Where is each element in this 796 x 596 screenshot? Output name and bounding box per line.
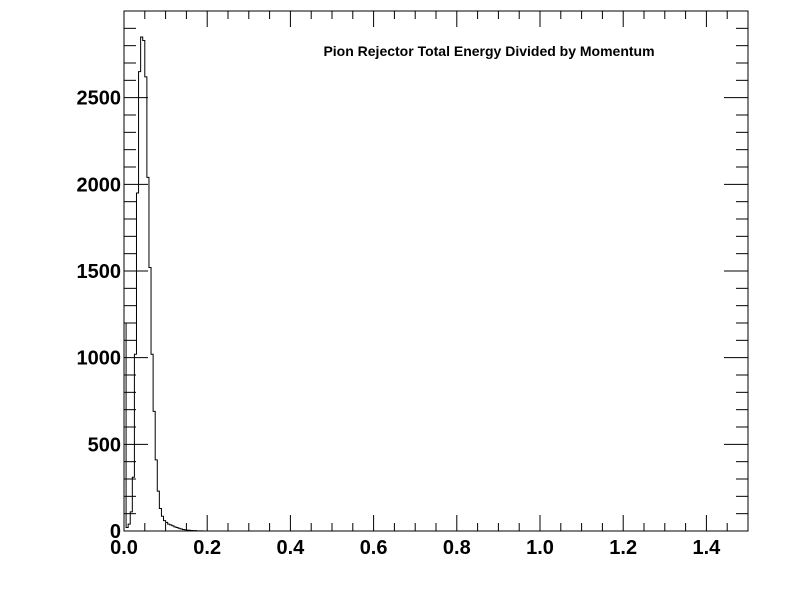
y-tick-label: 1000 [77, 348, 122, 370]
y-tick-label: 2000 [77, 174, 122, 196]
y-tick-label: 0 [110, 521, 121, 543]
x-axis-ticks [144, 11, 749, 531]
histogram-line [123, 36, 208, 532]
x-axis-labels: 0.0 0.2 0.4 0.6 0.8 1.0 1.2 1.4 [110, 537, 721, 559]
y-tick-label: 2500 [77, 88, 122, 110]
x-tick-label: 1.4 [692, 537, 721, 559]
y-tick-label: 500 [88, 434, 121, 456]
chart-title: Pion Rejector Total Energy Divided by Mo… [323, 43, 654, 59]
x-tick-label: 1.2 [609, 537, 637, 559]
x-tick-label: 1.0 [526, 537, 554, 559]
x-tick-label: 0.6 [360, 537, 388, 559]
x-tick-label: 0.2 [193, 537, 221, 559]
x-tick-label: 0.4 [276, 537, 305, 559]
x-tick-label: 0.0 [110, 537, 138, 559]
y-axis-ticks [124, 10, 748, 515]
plot-frame [123, 10, 749, 532]
x-tick-label: 0.8 [443, 537, 471, 559]
y-tick-label: 1500 [77, 261, 122, 283]
y-axis-labels: 0 500 1000 1500 2000 2500 [77, 88, 122, 543]
